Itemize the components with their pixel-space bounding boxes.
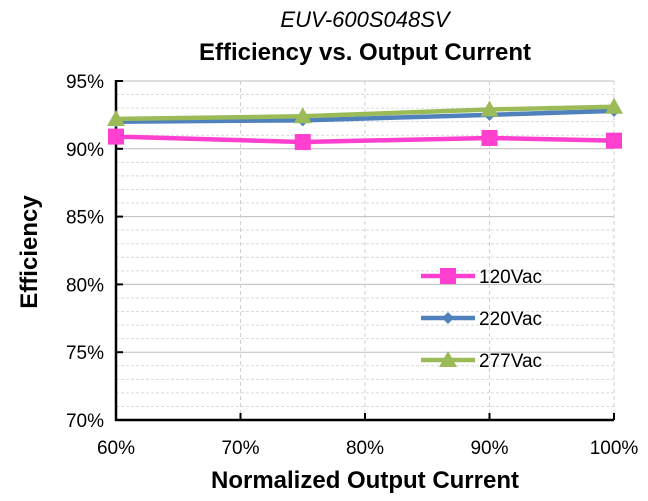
chart-legend: 120Vac 220Vac 277Vac (421, 267, 542, 372)
series-line (115, 134, 615, 145)
legend-item: 277Vac (421, 351, 542, 372)
y-tick-label: 85% (66, 208, 104, 229)
data-point (108, 128, 124, 145)
series-277Vac (107, 97, 623, 126)
legend-label: 220Vac (479, 309, 542, 330)
legend-marker (439, 351, 457, 367)
series-line (115, 108, 615, 124)
x-tick-label: 100% (590, 438, 639, 459)
legend-marker (442, 312, 454, 324)
legend-item: 220Vac (421, 309, 542, 330)
data-point (293, 107, 312, 124)
y-axis-title: Efficiency (16, 195, 43, 309)
y-tick-label: 75% (66, 343, 104, 364)
x-tick-label: 70% (221, 438, 259, 459)
data-point (480, 100, 499, 117)
chart-title: Efficiency vs. Output Current (199, 39, 531, 66)
data-point (605, 97, 623, 114)
data-point (294, 134, 311, 151)
tick-labels: 70% 75% 80% 85% 90% 95% 60% 70% 80% 90% 100% (66, 72, 638, 459)
legend-item: 120Vac (421, 267, 542, 288)
x-tick-label: 80% (346, 438, 384, 459)
data-point (107, 109, 125, 126)
legend-label: 120Vac (479, 267, 542, 288)
series-lines (107, 97, 623, 151)
chart-subtitle: EUV-600S048SV (280, 7, 452, 32)
series-120Vac (108, 128, 622, 151)
data-point (481, 129, 498, 146)
y-tick-label: 70% (66, 411, 104, 432)
x-tick-label: 60% (97, 438, 135, 459)
data-point (606, 132, 622, 149)
y-tick-label: 95% (66, 72, 104, 93)
series-line (115, 104, 615, 122)
legend-marker (440, 268, 456, 284)
x-axis-title: Normalized Output Current (211, 467, 519, 494)
y-tick-label: 80% (66, 275, 104, 296)
y-tick-label: 90% (66, 140, 104, 161)
legend-label: 277Vac (479, 351, 542, 372)
x-tick-label: 90% (470, 438, 508, 459)
